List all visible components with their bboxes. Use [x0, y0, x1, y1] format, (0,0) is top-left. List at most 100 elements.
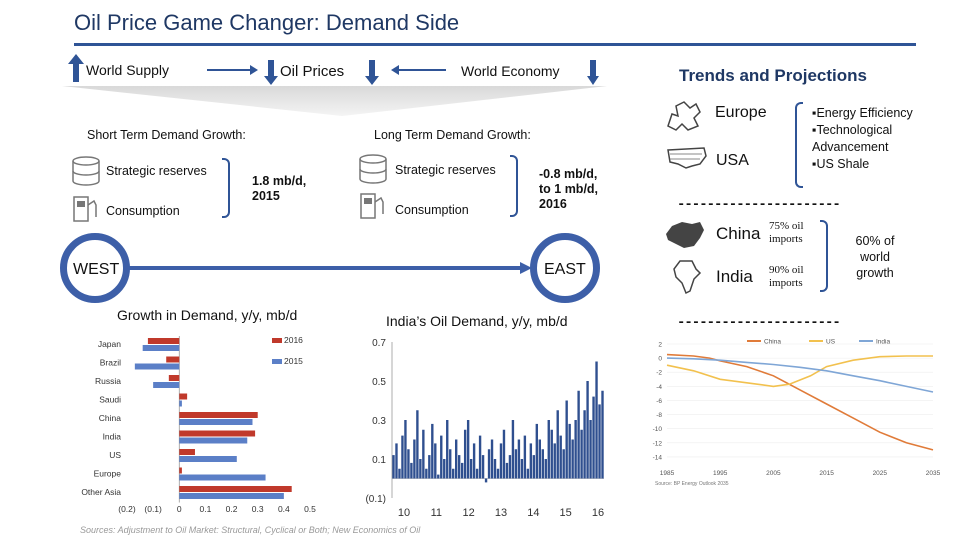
right-arrow-icon: [207, 65, 258, 75]
dashed-divider: ----------------------: [677, 315, 841, 331]
y-tick-label: 0: [658, 356, 662, 363]
long-consumption: Consumption: [395, 203, 469, 217]
india-imports: 90% oil imports: [769, 264, 804, 289]
india-demand-bar: [571, 439, 574, 479]
bar-2016: [179, 467, 182, 474]
bullet-item: ▪Energy Efficiency: [812, 106, 913, 120]
india-demand-bar: [466, 420, 470, 479]
india-demand-bar: [514, 449, 518, 479]
x-tick-label: 1995: [713, 470, 728, 477]
title-underline: [74, 43, 916, 46]
series-line-us: [666, 355, 933, 388]
x-tick-label: 12: [463, 507, 475, 519]
india-demand-bar: [493, 459, 497, 479]
down-arrow-icon: [365, 60, 379, 85]
bullet-list: ▪Energy Efficiency ▪Technological Advanc…: [812, 105, 942, 173]
world-growth-note: 60% of world growth: [855, 234, 895, 280]
funnel-wedge: [62, 86, 607, 116]
india-demand-bar: [553, 443, 556, 479]
x-tick-label: 2005: [766, 470, 781, 477]
bar-2015: [142, 345, 180, 351]
india-demand-bar: [550, 429, 553, 479]
short-consumption: Consumption: [106, 204, 180, 218]
india-demand-bar: [425, 468, 428, 479]
india-demand-bar: [463, 429, 467, 479]
legend-swatch-2015: [272, 359, 282, 364]
short-term-value: 1.8 mb/d, 2015: [252, 174, 307, 203]
world-economy-label: World Economy: [461, 63, 560, 79]
down-arrow-icon: [264, 60, 278, 85]
india-demand-bar: [443, 459, 446, 479]
chart1-title: Growth in Demand, y/y, mb/d: [117, 307, 298, 323]
source-note: Sources: Adjustment to Oil Market: Struc…: [80, 525, 421, 535]
category-label: Europe: [94, 469, 122, 479]
y-tick-label: 2: [658, 342, 662, 349]
chart2-title: India’s Oil Demand, y/y, mb/d: [386, 313, 568, 329]
x-tick-label: 13: [495, 507, 507, 519]
india-demand-bar: [556, 410, 559, 479]
china-label: China: [716, 224, 761, 243]
india-demand-bar: [592, 396, 595, 479]
india-demand-bar: [413, 439, 416, 479]
bar-2016: [168, 375, 180, 381]
india-demand-bar: [422, 429, 425, 479]
legend-label: US: [826, 339, 836, 346]
india-demand-bar: [523, 435, 527, 479]
china-imports: 75% oil imports: [769, 220, 804, 245]
x-tick-label: 15: [560, 507, 572, 519]
long-term-value: -0.8 mb/d, to 1 mb/d, 2016: [539, 167, 599, 211]
category-label: India: [103, 432, 122, 442]
india-demand-bar: [535, 423, 539, 479]
x-tick-label: 0.5: [304, 504, 316, 514]
x-tick-label: 0.4: [278, 504, 290, 514]
india-map-icon: [673, 260, 702, 295]
series-line-india: [666, 357, 934, 393]
china-map-icon: [666, 222, 704, 248]
bar-2015: [179, 456, 237, 462]
x-tick-label: 10: [398, 507, 410, 519]
india-demand-bar: [490, 439, 494, 479]
west-east-arrow-icon: [124, 262, 532, 274]
oil-prices-label: Oil Prices: [280, 63, 345, 80]
database-icon: [72, 156, 100, 186]
category-label: Saudi: [99, 395, 121, 405]
india-demand-bar: [598, 404, 601, 479]
europe-map-icon: [667, 101, 701, 131]
india-demand-bar: [404, 420, 407, 479]
india-demand-bar: [484, 478, 488, 483]
india-demand-bar: [586, 381, 589, 479]
india-demand-bar: [487, 449, 491, 479]
india-demand-bar: [541, 449, 544, 479]
bar-2015: [134, 363, 180, 370]
brace: [820, 220, 828, 292]
india-demand-bar: [583, 410, 586, 479]
x-tick-label: 11: [431, 507, 442, 519]
usa-map-icon: [667, 147, 707, 169]
india-demand-bar: [437, 474, 440, 479]
x-tick-label: 0.3: [252, 504, 264, 514]
x-tick-label: 16: [592, 507, 604, 519]
india-demand-bar: [419, 459, 422, 479]
category-label: Other Asia: [81, 487, 121, 497]
long-term-heading: Long Term Demand Growth:: [374, 128, 531, 142]
y-tick-label: -8: [656, 412, 662, 419]
india-demand-bar: [481, 455, 485, 479]
india-demand-bar: [475, 468, 479, 479]
y-tick-label: (0.1): [365, 494, 386, 505]
west-label: WEST: [73, 261, 120, 278]
india-demand-bar: [502, 429, 506, 479]
india-demand-bar: [517, 439, 521, 479]
x-tick-label: 2025: [873, 470, 888, 477]
bar-2015: [179, 437, 248, 444]
category-label: Brazil: [100, 358, 121, 368]
bar-2015: [179, 493, 284, 499]
india-demand-bar: [496, 468, 500, 479]
bar-2016: [179, 430, 256, 437]
category-label: Russia: [95, 376, 121, 386]
category-label: Japan: [98, 339, 121, 349]
y-tick-label: 0.1: [372, 455, 386, 466]
india-demand-bar: [395, 443, 398, 479]
x-tick-label: 2035: [926, 470, 941, 477]
bar-2015: [179, 419, 253, 425]
x-tick-label: 2015: [819, 470, 834, 477]
